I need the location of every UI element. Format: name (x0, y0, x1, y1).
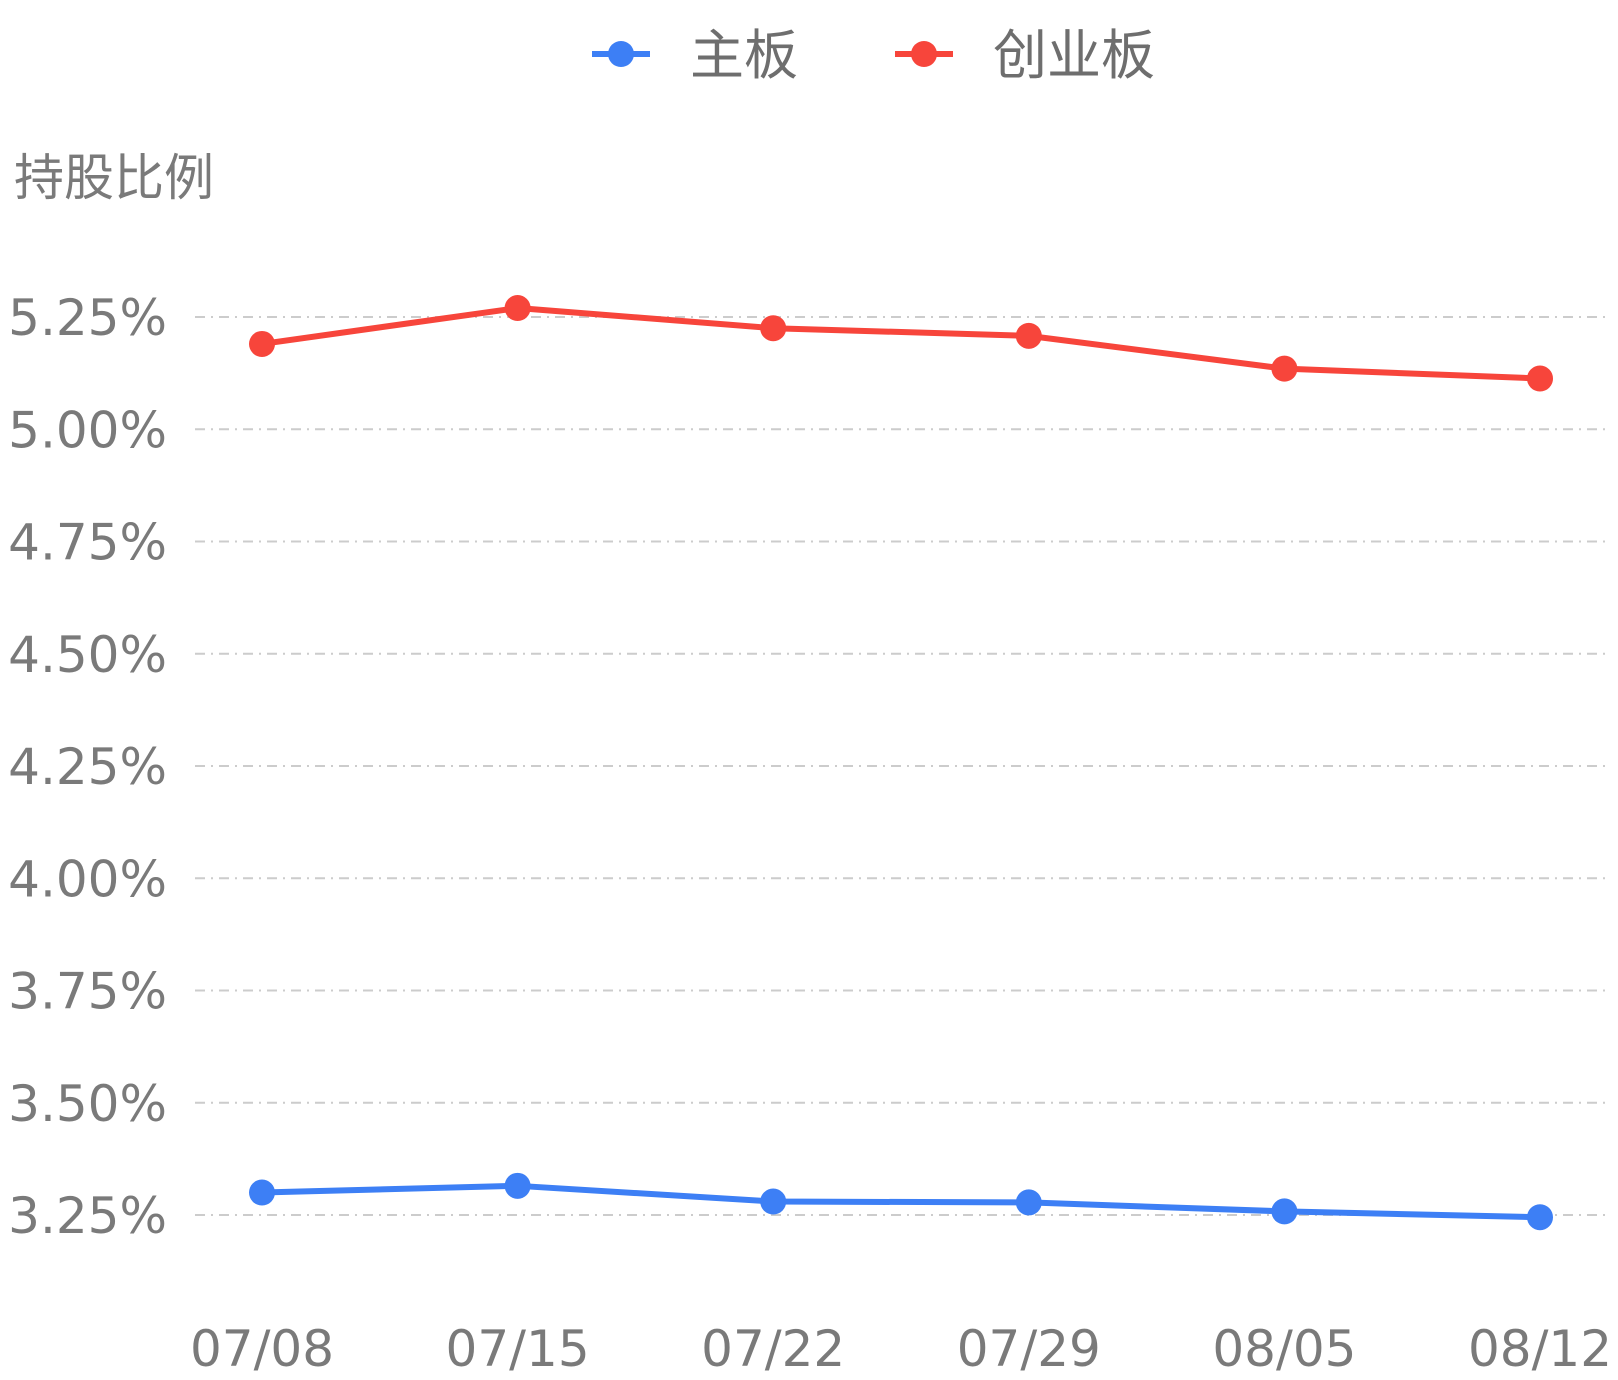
data-point (760, 1188, 787, 1215)
y-axis-title: 持股比例 (14, 149, 214, 207)
y-tick-label: 4.25% (8, 738, 167, 796)
x-tick-label: 07/15 (446, 1320, 590, 1378)
y-tick-label: 5.00% (8, 401, 167, 459)
data-point (249, 330, 275, 357)
data-point (1271, 355, 1298, 382)
data-point (504, 295, 531, 322)
data-point (504, 1172, 531, 1199)
y-tick-label: 4.50% (8, 626, 167, 684)
y-tick-label: 3.25% (8, 1187, 167, 1245)
y-tick-label: 3.75% (8, 963, 167, 1021)
x-tick-label: 08/12 (1468, 1320, 1612, 1378)
y-tick-label: 5.25% (8, 289, 167, 347)
data-point (1527, 1204, 1553, 1231)
data-point (760, 315, 787, 342)
x-tick-label: 07/22 (701, 1320, 845, 1378)
legend-swatch-main-board (592, 41, 650, 67)
y-tick-label: 3.50% (8, 1075, 167, 1133)
data-point (249, 1179, 275, 1206)
x-tick-label: 07/29 (957, 1320, 1101, 1378)
y-tick-label: 4.75% (8, 514, 167, 572)
series-line (259, 305, 1543, 382)
legend: 主板 创业板 (0, 22, 1618, 92)
series-line (259, 1182, 1543, 1221)
x-tick-label: 07/08 (190, 1320, 334, 1378)
x-tick-label: 08/05 (1212, 1320, 1356, 1378)
y-tick-label: 4.00% (8, 850, 167, 908)
legend-label-main-board: 主板 (690, 24, 798, 87)
data-point (1271, 1198, 1298, 1225)
data-point (1015, 322, 1042, 349)
legend-swatch-chinext (895, 41, 953, 67)
data-point (1015, 1189, 1042, 1216)
data-point (1527, 365, 1553, 392)
legend-label-chinext: 创业板 (993, 24, 1155, 87)
